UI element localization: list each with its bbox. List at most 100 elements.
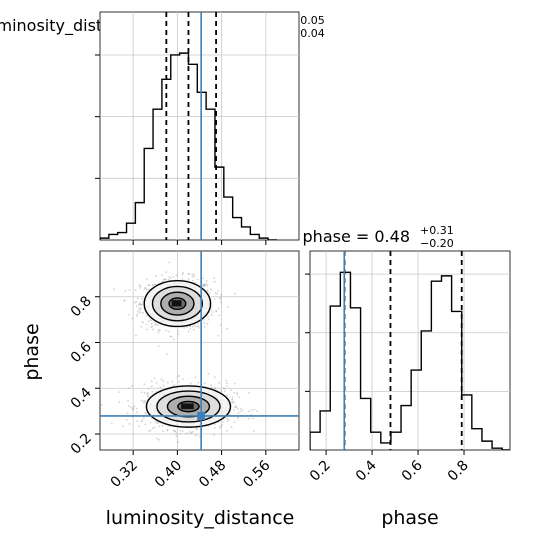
luminosity-distance-histogram: [100, 12, 277, 240]
scatter-point: [158, 329, 161, 332]
scatter-point: [135, 420, 138, 422]
scatter-point: [218, 381, 221, 384]
scatter-point: [172, 429, 175, 432]
scatter-point: [157, 345, 160, 348]
joint-ytick-label-3: 0.8: [68, 293, 95, 320]
scatter-point: [189, 382, 192, 385]
scatter-point: [133, 405, 136, 408]
scatter-point: [146, 328, 149, 331]
scatter-point: [235, 406, 238, 409]
scatter-point: [251, 409, 253, 411]
scatter-point: [164, 278, 166, 281]
scatter-point: [225, 385, 228, 387]
scatter-point: [214, 376, 216, 379]
scatter-point: [177, 441, 179, 443]
scatter-point: [150, 380, 153, 382]
scatter-point: [183, 327, 185, 329]
scatter-point: [213, 387, 216, 389]
phase-histogram-panel: 0.2 0.4 0.6 0.8: [305, 250, 511, 485]
scatter-point: [175, 432, 178, 435]
scatter-point: [188, 273, 191, 276]
scatter-point: [147, 320, 150, 323]
scatter-point: [165, 329, 168, 332]
scatter-point: [137, 310, 139, 313]
joint-panel: 0.32 0.40 0.48 0.56 0.2 0.4 0.6 0.8: [68, 250, 300, 491]
scatter-point: [168, 276, 171, 278]
scatter-point: [168, 261, 171, 264]
scatter-point: [197, 381, 200, 384]
scatter-point: [155, 275, 157, 278]
scatter-point: [221, 424, 224, 426]
scatter-point: [118, 401, 121, 403]
scatter-point: [142, 400, 145, 403]
scatter-point: [171, 380, 174, 383]
scatter-point: [136, 411, 138, 414]
scatter-point: [202, 277, 204, 280]
scatter-point: [146, 395, 149, 398]
scatter-point: [195, 427, 198, 430]
scatter-point: [156, 437, 158, 440]
scatter-point: [149, 421, 152, 424]
scatter-point: [218, 426, 221, 429]
scatter-point: [211, 310, 214, 313]
scatter-point: [182, 378, 184, 381]
scatter-point: [194, 325, 197, 328]
scatter-point: [207, 372, 210, 375]
scatter-point: [181, 278, 184, 280]
scatter-point: [182, 430, 184, 433]
scatter-point: [134, 289, 137, 291]
scatter-point: [140, 420, 143, 423]
scatter-point: [187, 330, 190, 333]
scatter-point: [252, 430, 255, 432]
scatter-point: [167, 278, 170, 281]
scatter-point: [124, 290, 127, 292]
scatter-point: [161, 424, 164, 427]
scatter-point: [127, 399, 129, 402]
scatter-point: [239, 410, 242, 413]
scatter-point: [216, 292, 219, 295]
scatter-point: [157, 331, 160, 334]
luminosity-distance-grid: [100, 12, 299, 240]
scatter-point: [231, 399, 234, 401]
joint-ytick-label-2: 0.6: [68, 339, 95, 366]
scatter-point: [141, 303, 143, 306]
scatter-point: [128, 405, 130, 407]
scatter-point: [189, 430, 192, 433]
scatter-point: [151, 325, 154, 328]
scatter-point: [128, 314, 131, 316]
scatter-point: [191, 279, 194, 282]
scatter-point: [166, 381, 169, 384]
ph-xtick-label-1: 0.4: [353, 457, 380, 484]
scatter-point: [226, 417, 228, 420]
scatter-point: [166, 353, 168, 356]
scatter-point: [150, 326, 153, 329]
scatter-point: [146, 392, 149, 395]
phase-panel-frame: [309, 250, 511, 451]
scatter-point: [197, 326, 200, 329]
scatter-point: [130, 406, 133, 409]
scatter-point: [141, 399, 143, 402]
scatter-point: [123, 299, 126, 302]
scatter-point: [202, 283, 205, 286]
scatter-point: [239, 407, 242, 410]
scatter-point: [153, 283, 156, 286]
scatter-point: [135, 334, 137, 337]
scatter-point: [166, 429, 169, 431]
scatter-point: [131, 384, 133, 387]
scatter-point: [173, 338, 175, 341]
scatter-point: [138, 287, 141, 289]
scatter-point: [207, 315, 209, 318]
scatter-point: [226, 382, 228, 385]
scatter-point: [154, 323, 157, 326]
scatter-point: [160, 274, 163, 277]
scatter-point: [136, 315, 138, 317]
luminosity-distance-title-sub: −0.04: [291, 27, 325, 40]
scatter-point: [128, 289, 131, 291]
scatter-point: [241, 409, 244, 412]
scatter-point: [233, 421, 236, 424]
scatter-point: [140, 307, 142, 310]
contour-1-1: [156, 390, 221, 423]
scatter-point: [138, 307, 141, 309]
luminosity-distance-title-sup: +0.05: [291, 14, 325, 27]
scatter-point: [213, 433, 216, 436]
